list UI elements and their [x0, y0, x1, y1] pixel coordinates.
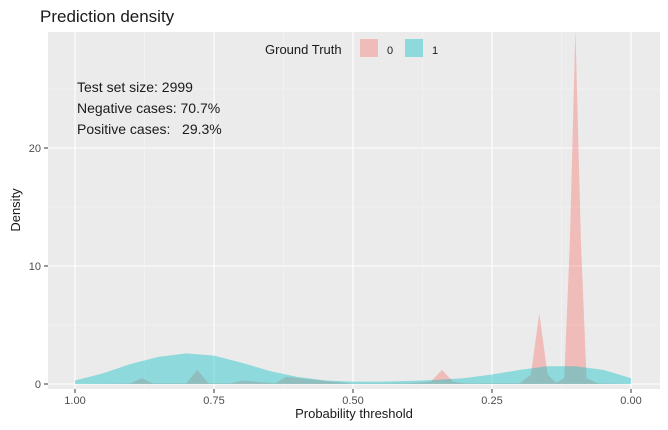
legend-key-1 [405, 39, 423, 57]
y-axis-title: Density [8, 188, 23, 232]
x-axis-title: Probability threshold [295, 406, 413, 421]
annotation-line: Positive cases: 29.3% [77, 121, 222, 137]
y-tick-label: 0 [35, 379, 41, 391]
y-tick-label: 10 [29, 261, 41, 273]
density-area-class-0 [75, 32, 631, 384]
x-tick-label: 0.25 [481, 395, 502, 407]
x-tick-label: 0.50 [342, 395, 363, 407]
chart-title: Prediction density [40, 7, 175, 26]
x-tick-label: 0.00 [620, 395, 641, 407]
x-tick-label: 1.00 [64, 395, 85, 407]
density-areas [75, 32, 631, 384]
annotation-line: Negative cases: 70.7% [77, 100, 220, 116]
plot-panel [48, 32, 660, 389]
legend: Ground Truth 0 1 [265, 37, 438, 59]
grid-lines [48, 32, 660, 389]
legend-title: Ground Truth [265, 42, 342, 57]
legend-label-1: 1 [432, 45, 438, 57]
legend-label-0: 0 [387, 45, 393, 57]
x-axis-ticks: 1.00 0.75 0.50 0.25 0.00 [64, 389, 642, 407]
annotation-line: Test set size: 2999 [77, 79, 193, 95]
y-axis-ticks: 0 10 20 [29, 143, 48, 391]
annotations: Test set size: 2999 Negative cases: 70.7%… [77, 79, 222, 137]
legend-key-bg [403, 37, 425, 59]
y-tick-label: 20 [29, 143, 41, 155]
legend-key-bg [358, 37, 380, 59]
legend-key-0 [360, 39, 378, 57]
density-area-class-1 [75, 353, 631, 384]
x-tick-label: 0.75 [203, 395, 224, 407]
